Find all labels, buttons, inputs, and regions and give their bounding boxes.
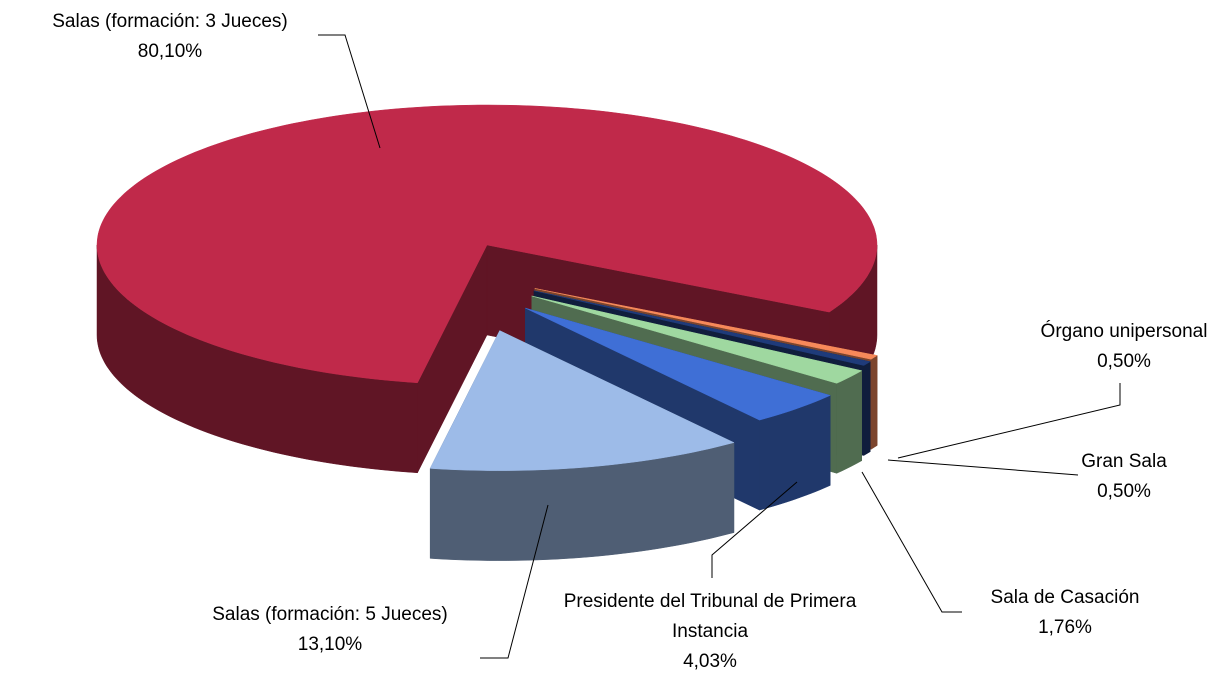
slices — [96, 104, 878, 561]
leader-line — [318, 34, 381, 149]
label-name: Órgano unipersonal — [1040, 321, 1208, 342]
slice — [534, 288, 878, 360]
data-label: Presidente del Tribunal de Primera Insta… — [560, 587, 860, 677]
slice — [96, 104, 878, 384]
slice-side — [863, 361, 871, 456]
label-name: Presidente del Tribunal de Primera Insta… — [563, 591, 857, 642]
label-name: Salas (formación: 3 Jueces) — [52, 11, 288, 32]
slice-side — [870, 355, 878, 450]
data-label: Salas (formación: 3 Jueces) 80,10% — [0, 7, 370, 67]
label-name: Sala de Casación — [990, 587, 1140, 608]
leader-lines — [318, 34, 1121, 659]
leader-line — [480, 504, 549, 659]
leader-line — [861, 471, 962, 613]
leader-line — [711, 481, 798, 578]
data-label: Salas (formación: 5 Jueces) 13,10% — [130, 600, 530, 660]
label-value: 0,50% — [1097, 351, 1151, 372]
data-label: Órgano unipersonal 0,50% — [974, 317, 1231, 377]
slice — [525, 307, 831, 421]
label-value: 0,50% — [1097, 481, 1151, 502]
leader-line — [897, 383, 1121, 459]
slice-side — [836, 370, 862, 474]
leader-line — [887, 459, 1079, 476]
label-name: Salas (formación: 5 Jueces) — [212, 604, 448, 625]
slice — [533, 290, 871, 366]
data-label: Sala de Casación 1,76% — [915, 583, 1215, 643]
data-label: Gran Sala 0,50% — [974, 447, 1231, 507]
slice — [531, 295, 863, 384]
label-value: 80,10% — [137, 41, 203, 62]
label-value: 4,03% — [683, 651, 737, 672]
label-value: 13,10% — [297, 634, 363, 655]
label-value: 1,76% — [1038, 617, 1092, 638]
label-name: Gran Sala — [1081, 451, 1167, 472]
slice — [429, 330, 735, 471]
